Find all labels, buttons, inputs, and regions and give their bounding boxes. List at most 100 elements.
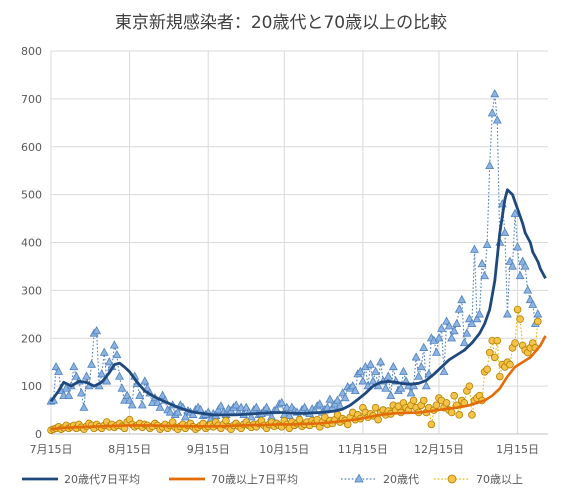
point-20s-daily — [475, 309, 484, 318]
legend-label: 70歳以上 — [476, 473, 523, 486]
point-70plus-daily — [450, 391, 458, 400]
point-20s-daily — [383, 371, 393, 380]
point-20s-daily — [411, 352, 421, 361]
point-70plus-daily — [222, 416, 230, 425]
point-20s-daily — [97, 369, 107, 378]
point-20s-daily — [437, 323, 446, 332]
point-20s-daily — [109, 340, 119, 349]
point-20s-daily — [520, 261, 530, 270]
point-20s-daily — [508, 261, 517, 270]
point-20s-daily — [99, 347, 109, 356]
legend-item: 20歳代 — [341, 473, 419, 486]
point-70plus-daily — [516, 315, 524, 323]
point-20s-daily — [340, 393, 350, 402]
point-20s-daily — [477, 259, 487, 268]
y-tick-label: 800 — [21, 45, 42, 58]
point-20s-daily — [69, 361, 79, 371]
point-20s-daily — [454, 304, 464, 313]
point-20s-daily — [434, 333, 444, 342]
point-20s-daily — [416, 361, 426, 371]
point-70plus-daily — [496, 372, 504, 381]
x-tick-label: 11月15日 — [338, 443, 388, 456]
x-tick-label: 7月15日 — [30, 443, 73, 456]
y-tick-label: 500 — [21, 189, 42, 202]
point-70plus-daily — [483, 365, 491, 374]
point-20s-daily — [188, 409, 198, 418]
x-tick-label: 1月15日 — [496, 443, 539, 456]
point-20s-daily — [76, 388, 86, 397]
point-20s-daily — [452, 318, 462, 328]
point-20s-daily — [333, 395, 342, 404]
point-20s-daily — [399, 366, 408, 375]
point-70plus-daily — [485, 348, 494, 357]
point-20s-daily — [447, 333, 457, 342]
x-tick-label: 12月15日 — [414, 443, 464, 456]
y-tick-label: 300 — [21, 284, 42, 297]
legend-marker — [447, 474, 457, 484]
point-20s-daily — [419, 342, 429, 351]
point-20s-daily — [414, 371, 424, 380]
point-20s-daily — [480, 270, 490, 280]
point-70plus-daily — [419, 396, 428, 405]
point-20s-daily — [459, 338, 469, 347]
point-20s-daily — [368, 376, 378, 385]
point-20s-daily — [513, 242, 523, 251]
y-tick-label: 400 — [21, 237, 42, 250]
point-70plus-daily — [432, 401, 441, 410]
point-70plus-daily — [409, 396, 418, 405]
x-tick-label: 10月15日 — [259, 443, 309, 456]
point-70plus-daily — [374, 415, 382, 424]
point-20s-daily — [482, 239, 492, 249]
point-20s-daily — [173, 407, 183, 416]
series-line-20s-7day-avg — [49, 188, 547, 417]
y-tick-label: 200 — [21, 332, 42, 345]
legend-item: 70歳以上 — [434, 473, 523, 486]
point-20s-daily — [231, 400, 241, 409]
point-20s-daily — [510, 208, 520, 217]
point-20s-daily — [371, 366, 381, 375]
point-20s-daily — [444, 321, 454, 330]
point-20s-daily — [82, 371, 91, 380]
point-70plus-daily — [465, 382, 474, 390]
point-20s-daily — [388, 361, 398, 371]
point-20s-daily — [386, 390, 396, 399]
point-20s-daily — [180, 412, 190, 421]
point-20s-daily — [421, 381, 431, 390]
point-20s-daily — [523, 285, 533, 294]
point-20s-daily — [500, 227, 510, 237]
point-20s-daily — [490, 89, 500, 98]
point-20s-daily — [381, 383, 391, 392]
legend: 20歳代7日平均 70歳以上7日平均 20歳代 70歳以上 — [22, 473, 523, 486]
point-20s-daily — [376, 357, 386, 366]
point-20s-daily — [112, 349, 122, 359]
point-20s-daily — [92, 326, 102, 335]
point-20s-daily — [216, 401, 226, 410]
point-20s-daily — [79, 402, 89, 411]
point-20s-daily — [54, 366, 64, 375]
point-20s-daily — [64, 390, 74, 399]
point-20s-daily — [165, 407, 175, 416]
legend-marker — [354, 473, 364, 483]
y-tick-label: 0 — [35, 428, 42, 441]
point-20s-daily — [87, 359, 97, 368]
legend-item: 20歳代7日平均 — [22, 473, 140, 486]
point-70plus-daily — [506, 360, 514, 369]
x-tick-label: 9月15日 — [187, 443, 230, 456]
x-axis: 7月15日 8月15日 9月15日 10月15日 11月15日 12月15日 1月15日 — [30, 443, 540, 456]
point-20s-daily — [102, 376, 112, 385]
point-20s-daily — [155, 402, 165, 411]
point-70plus-daily — [442, 399, 451, 407]
chart-title: 東京新規感染者：20歳代と70歳以上の比較 — [115, 13, 447, 33]
point-20s-daily — [462, 328, 472, 337]
point-20s-daily — [358, 376, 368, 385]
x-tick-label: 8月15日 — [108, 443, 151, 456]
legend-item: 70歳以上7日平均 — [169, 473, 298, 486]
point-20s-daily — [439, 366, 449, 375]
legend-label: 20歳代 — [383, 473, 419, 486]
point-20s-daily — [406, 388, 416, 397]
point-20s-daily — [284, 410, 294, 419]
point-20s-daily — [350, 385, 360, 395]
y-tick-label: 100 — [21, 380, 42, 393]
